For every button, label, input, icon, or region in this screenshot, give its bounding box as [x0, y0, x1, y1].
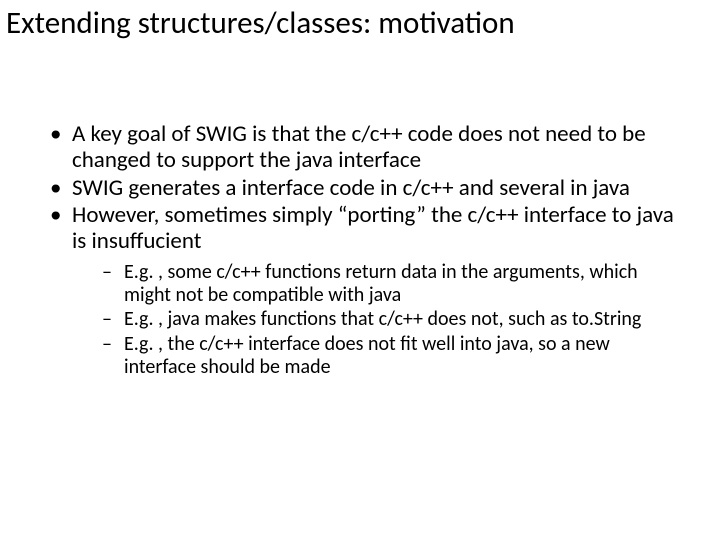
- sub-bullet-item: E.g. , java makes functions that c/c++ d…: [100, 308, 680, 331]
- slide-body: A key goal of SWIG is that the c/c++ cod…: [46, 122, 680, 381]
- sub-bullet-item: E.g. , some c/c++ functions return data …: [100, 261, 680, 307]
- slide-title: Extending structures/classes: motivation: [6, 6, 700, 40]
- bullet-item: SWIG generates a interface code in c/c++…: [46, 176, 680, 202]
- slide: Extending structures/classes: motivation…: [0, 0, 720, 540]
- bullet-item: However, sometimes simply “porting” the …: [46, 203, 680, 378]
- bullet-text: However, sometimes simply “porting” the …: [72, 201, 674, 255]
- sub-bullet-item: E.g. , the c/c++ interface does not fit …: [100, 333, 680, 379]
- bullet-list: A key goal of SWIG is that the c/c++ cod…: [46, 122, 680, 379]
- bullet-item: A key goal of SWIG is that the c/c++ cod…: [46, 122, 680, 174]
- sub-bullet-list: E.g. , some c/c++ functions return data …: [72, 261, 680, 379]
